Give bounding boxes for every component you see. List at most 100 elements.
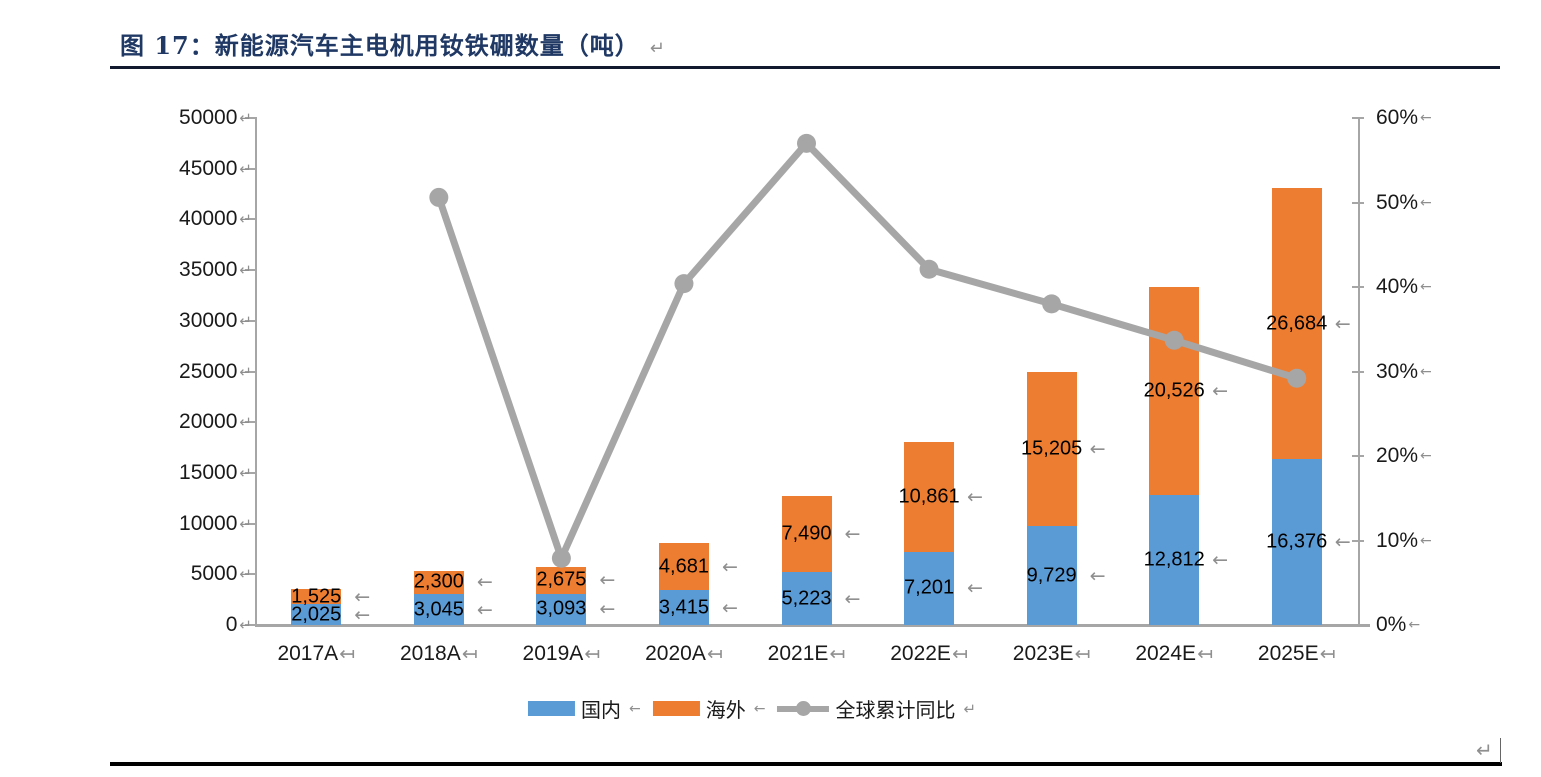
bar-segment-domestic-2025E [1271, 458, 1322, 625]
left-arrow-mark-icon: ← [1420, 110, 1432, 126]
left-arrow-mark-icon: ← [1212, 549, 1229, 572]
left-arrow-mark-icon: ← [844, 587, 861, 610]
y-axis-left-tick-value: 40000 [179, 207, 238, 231]
y-axis-right-tick-value: 60% [1376, 106, 1419, 129]
x-axis [255, 624, 1370, 627]
x-axis-category: 2017A [277, 642, 339, 665]
y-axis-left-tick-value: 35000 [179, 258, 238, 282]
left-arrow-mark-icon: ← [721, 596, 738, 619]
left-arrow-mark-icon: ← [844, 523, 861, 546]
legend-item-domestic: 国内 ← [527, 694, 641, 723]
x-axis-label: 2020A↤ [645, 642, 723, 666]
y-axis-left-label: 25000 ↵ [110, 360, 252, 384]
y-axis-left-tick [245, 167, 257, 170]
x-axis-category: 2019A [522, 642, 584, 665]
bar-segment-overseas-2019A [536, 566, 587, 594]
y-axis-right-tick [1352, 455, 1364, 457]
legend-label: 国内 [580, 698, 621, 722]
y-axis-right-label: 60% ← [1376, 106, 1432, 130]
bar-segment-domestic-2017A [291, 604, 342, 625]
return-mark-icon: ↵ [1476, 738, 1493, 762]
left-arrow-mark-icon: ← [354, 603, 371, 626]
return-mark-icon: ↵ [239, 311, 252, 330]
y-axis-left-tick-value: 10000 [179, 511, 238, 535]
bar-value-label-overseas-2024E: 20,526 [1143, 379, 1205, 402]
y-axis-left-tick [245, 573, 257, 576]
bar-value-label-domestic-2020A: 3,415 [658, 596, 709, 619]
y-axis-left-label: 10000 ↵ [110, 512, 252, 536]
y-axis-right-tick-value: 20% [1376, 444, 1419, 467]
x-axis-category: 2022E [890, 642, 951, 665]
growth-line-marker [674, 274, 694, 294]
return-mark-icon: ↵ [239, 413, 252, 432]
y-axis-right-tick [1352, 201, 1364, 204]
x-axis-label: 2021E↤ [768, 642, 846, 666]
left-arrow-mark-icon: ← [1420, 279, 1432, 295]
return-mark-icon: ↵ [239, 362, 252, 381]
tab-arrow-mark-icon: ↤ [1319, 643, 1336, 665]
x-axis-label: 2019A↤ [523, 642, 601, 666]
return-mark-icon: ↵ [239, 109, 252, 127]
left-arrow-mark-icon: ← [1334, 312, 1351, 335]
left-arrow-mark-icon: ← [476, 571, 493, 594]
tab-arrow-mark-icon: ↤ [1197, 643, 1213, 665]
bar-segment-overseas-2024E [1149, 286, 1200, 496]
growth-line [435, 139, 1298, 562]
left-arrow-mark-icon: ← [628, 700, 641, 717]
y-axis-right-label: 20% ← [1376, 444, 1432, 468]
bar-value-label-overseas-2023E: 15,205 [1021, 437, 1083, 460]
bar-value-label-domestic-2023E: 9,729 [1026, 564, 1077, 587]
y-axis-left-tick-value: 15000 [179, 460, 238, 484]
return-mark-icon: ↵ [239, 210, 252, 229]
bar-value-label-domestic-2017A: 2,025 [291, 603, 342, 626]
legend-line-sample [777, 701, 830, 716]
bar-segment-domestic-2020A [658, 590, 709, 625]
bar-value-label-overseas-2019A: 2,675 [536, 568, 587, 591]
y-axis-left-tick [245, 624, 257, 626]
y-axis-left-tick-value: 20000 [179, 410, 238, 434]
tab-arrow-mark-icon: ↤ [706, 643, 723, 665]
y-axis-right-tick [1352, 539, 1364, 542]
left-arrow-mark-icon: ← [354, 585, 371, 608]
left-arrow-mark-icon: ← [599, 569, 616, 592]
y-axis-right-label: 10% ← [1376, 529, 1432, 553]
y-axis-left-tick [245, 269, 257, 272]
y-axis-left-label: 0 ↵ [110, 613, 252, 637]
y-axis-left-label: 5000 ↵ [110, 562, 252, 586]
y-axis-right-label: 50% ← [1376, 191, 1432, 215]
return-mark-icon: ↵ [239, 463, 252, 482]
x-axis-category: 2024E [1135, 642, 1197, 665]
y-axis-left-tick [245, 421, 257, 424]
bar-segment-overseas-2017A [291, 589, 342, 605]
y-axis-left-tick-value: 0 [225, 613, 238, 636]
y-axis-left-label: 40000 ↵ [110, 207, 252, 231]
y-axis-left-tick-value: 50000 [179, 106, 238, 129]
figure-title: 图 17：新能源汽车主电机用钕铁硼数量（吨） [120, 31, 640, 60]
x-axis-category: 2025E [1257, 642, 1319, 665]
y-axis-right-tick-value: 50% [1376, 190, 1419, 214]
y-axis-left-label: 20000 ↵ [110, 410, 252, 434]
return-mark-icon: ↵ [649, 38, 665, 59]
bar-segment-domestic-2018A [413, 594, 464, 625]
left-arrow-mark-icon: ← [1089, 564, 1106, 587]
x-axis-label: 2024E↤ [1135, 642, 1213, 666]
y-axis-right-tick [1352, 286, 1364, 288]
y-axis-left-tick [245, 218, 257, 221]
bar-segment-overseas-2022E [904, 441, 955, 552]
bar-segment-domestic-2022E [904, 551, 955, 625]
legend-swatch [652, 701, 700, 716]
bar-segment-domestic-2024E [1149, 495, 1200, 625]
y-axis-right-label: 40% ← [1376, 275, 1432, 299]
tab-arrow-mark-icon: ↤ [584, 643, 601, 665]
bar-segment-domestic-2021E [781, 572, 832, 625]
y-axis-left-tick-value: 5000 [190, 562, 238, 586]
y-axis-left-label: 45000 ↵ [110, 157, 252, 181]
chart-legend: 国内 ← 海外 ← 全球累计同比 ↵ [527, 694, 977, 723]
bar-value-label-domestic-2018A: 3,045 [413, 598, 464, 621]
left-arrow-mark-icon: ← [1420, 194, 1432, 211]
tab-arrow-mark-icon: ↤ [339, 643, 356, 665]
return-mark-icon: ↵ [963, 699, 977, 718]
tab-arrow-mark-icon: ↤ [951, 643, 968, 665]
